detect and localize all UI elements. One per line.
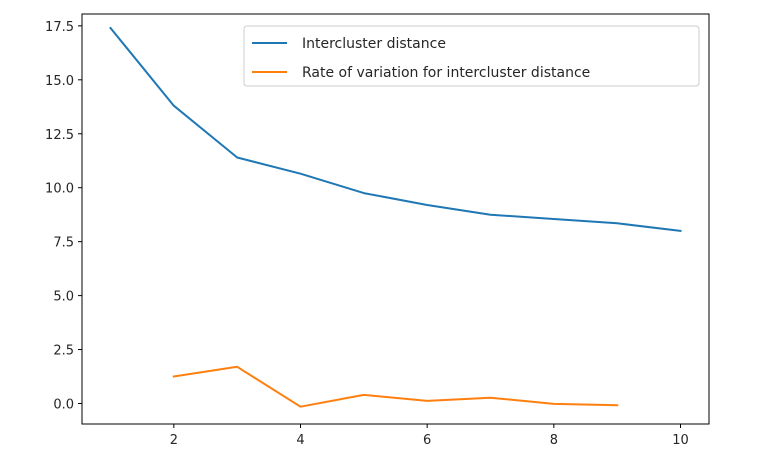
legend-label: Rate of variation for intercluster dista… [302,65,590,81]
y-tick-label: 0.0 [53,398,74,413]
legend-box [243,25,700,87]
y-tick-label: 17.5 [45,20,74,35]
x-tick-label: 2 [170,433,178,448]
y-tick-label: 5.0 [53,290,74,305]
x-tick-label: 8 [550,433,558,448]
y-tick-label: 15.0 [45,74,74,89]
y-tick-label: 2.5 [53,344,74,359]
legend-label: Intercluster distance [302,36,446,52]
x-tick-label: 10 [672,433,689,448]
legend: Intercluster distance Rate of variation f… [243,25,700,87]
series-line-0 [109,26,682,233]
series-line-1 [172,365,619,408]
y-axis: 0.0 2.5 5.0 7.5 10.0 12.5 15.0 17.5 [45,20,82,413]
plot-frame [81,13,710,425]
series-layer [109,26,682,408]
y-tick-label: 7.5 [53,236,74,251]
x-tick-label: 4 [296,433,304,448]
x-tick-label: 6 [423,433,431,448]
x-axis: 2 4 6 8 10 [170,424,689,448]
y-tick-label: 12.5 [45,128,74,143]
y-tick-label: 10.0 [45,182,74,197]
